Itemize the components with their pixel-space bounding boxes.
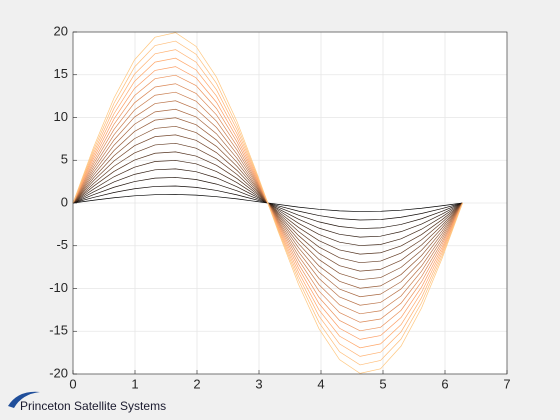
logo: Princeton Satellite Systems	[8, 391, 166, 413]
y-tick-label: 10	[54, 109, 68, 124]
y-tick-label: -10	[49, 280, 68, 295]
logo-text: Princeton Satellite Systems	[20, 399, 166, 413]
y-tick-label: -15	[49, 323, 68, 338]
x-tick-label: 5	[379, 376, 386, 391]
x-tick-label: 2	[193, 376, 200, 391]
y-tick-label: -20	[49, 365, 68, 380]
y-tick-label: 15	[54, 66, 68, 81]
line	[72, 32, 463, 374]
x-tick-label: 4	[317, 376, 324, 391]
y-tick-label: 0	[61, 194, 68, 209]
logo-swoosh	[8, 391, 40, 408]
x-tick-label: 0	[69, 376, 76, 391]
x-tick-label: 3	[255, 376, 262, 391]
x-tick-label: 1	[131, 376, 138, 391]
y-tick-label: -5	[56, 237, 68, 252]
y-tick-label: 20	[54, 23, 68, 38]
x-tick-label: 6	[441, 376, 448, 391]
y-tick-label: 5	[61, 152, 68, 167]
x-tick-label: 7	[503, 376, 510, 391]
